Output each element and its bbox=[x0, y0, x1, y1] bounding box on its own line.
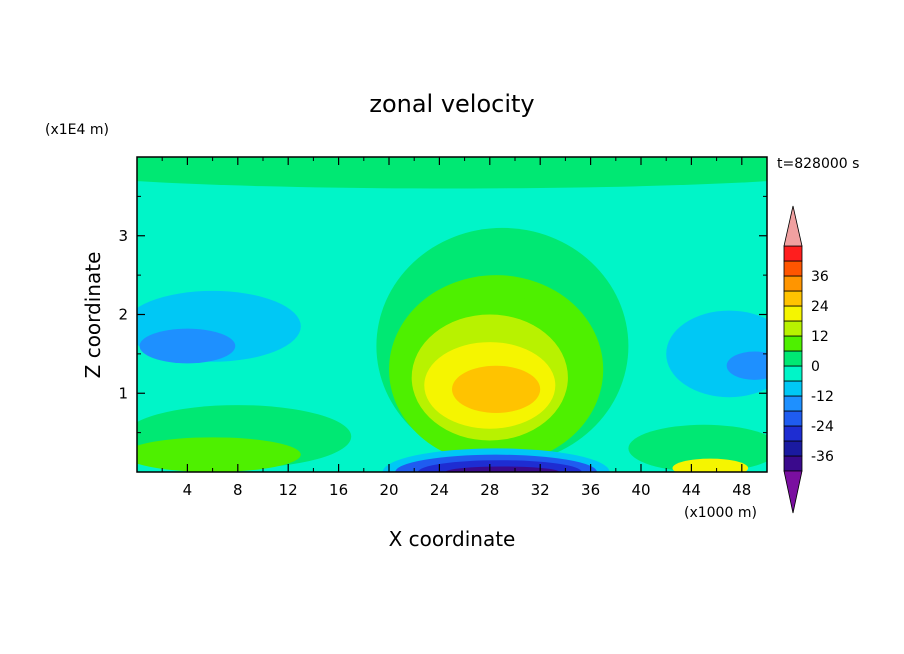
colorbar-tick-label: 36 bbox=[811, 269, 829, 285]
z-tick-label: 2 bbox=[118, 306, 128, 324]
colorbar-tick-label: -12 bbox=[811, 389, 834, 405]
colorbar-band bbox=[783, 395, 803, 412]
x-unit-label: (x1000 m) bbox=[684, 505, 757, 521]
x-tick-label: 4 bbox=[183, 481, 193, 499]
colorbar-band bbox=[783, 380, 803, 397]
plot-area: 4 8 12 16 20 24 28 32 36 40 44 48 123 bbox=[118, 156, 768, 499]
colorbar-tick-label: 24 bbox=[811, 299, 829, 315]
z-tick-label: 1 bbox=[118, 384, 128, 402]
contour-right-blue-core bbox=[726, 351, 767, 380]
contour-low-level-right-orange bbox=[672, 458, 749, 472]
x-axis-label: X coordinate bbox=[389, 527, 516, 551]
colorbar-band bbox=[783, 320, 803, 337]
colorbar-band bbox=[783, 335, 803, 352]
colorbar-band bbox=[783, 350, 803, 367]
colorbar-band bbox=[783, 245, 803, 262]
x-tick-label: 40 bbox=[631, 481, 650, 499]
chart-title: zonal velocity bbox=[369, 90, 534, 118]
x-tick-label: 44 bbox=[682, 481, 701, 499]
x-tick-label: 36 bbox=[581, 481, 600, 499]
colorbar-tick-label: -24 bbox=[811, 419, 834, 435]
colorbar-top-arrow bbox=[783, 205, 803, 247]
colorbar-band bbox=[783, 365, 803, 382]
x-tick-label: 12 bbox=[279, 481, 298, 499]
z-unit-label: (x1E4 m) bbox=[45, 122, 109, 138]
contour-surface-jet-purple bbox=[445, 466, 560, 472]
colorbar-band bbox=[783, 440, 803, 457]
colorbar-band bbox=[783, 410, 803, 427]
contour-jet-24-30 bbox=[452, 365, 541, 413]
colorbar-band bbox=[783, 275, 803, 292]
colorbar: 36 24 12 0 -12 -24 -36 bbox=[783, 205, 834, 514]
x-tick-label: 16 bbox=[329, 481, 348, 499]
colorbar-band bbox=[783, 425, 803, 442]
x-tick-label: 48 bbox=[732, 481, 751, 499]
contour-surface-upper-band bbox=[137, 157, 767, 189]
colorbar-band bbox=[783, 260, 803, 277]
x-tick-label: 32 bbox=[531, 481, 550, 499]
contour-low-level-right-green bbox=[628, 424, 767, 472]
contour-low-level-yellow bbox=[137, 437, 301, 472]
colorbar-tick-label: 12 bbox=[811, 329, 829, 345]
colorbar-bottom-arrow bbox=[783, 470, 803, 514]
colorbar-band bbox=[783, 455, 803, 472]
x-tick-label: 24 bbox=[430, 481, 449, 499]
colorbar-tick-label: 0 bbox=[811, 359, 820, 375]
x-tick-label: 20 bbox=[379, 481, 398, 499]
x-tick-label: 28 bbox=[480, 481, 499, 499]
contour-right-cyan-lobe bbox=[666, 310, 767, 398]
z-tick-label: 3 bbox=[118, 227, 128, 245]
time-label: t=828000 s bbox=[777, 156, 859, 172]
contour-left-blue-core bbox=[139, 328, 236, 364]
colorbar-band bbox=[783, 290, 803, 307]
y-axis-label: Z coordinate bbox=[81, 252, 105, 379]
colorbar-tick-label: -36 bbox=[811, 449, 834, 465]
colorbar-band bbox=[783, 305, 803, 322]
x-tick-label: 8 bbox=[233, 481, 243, 499]
